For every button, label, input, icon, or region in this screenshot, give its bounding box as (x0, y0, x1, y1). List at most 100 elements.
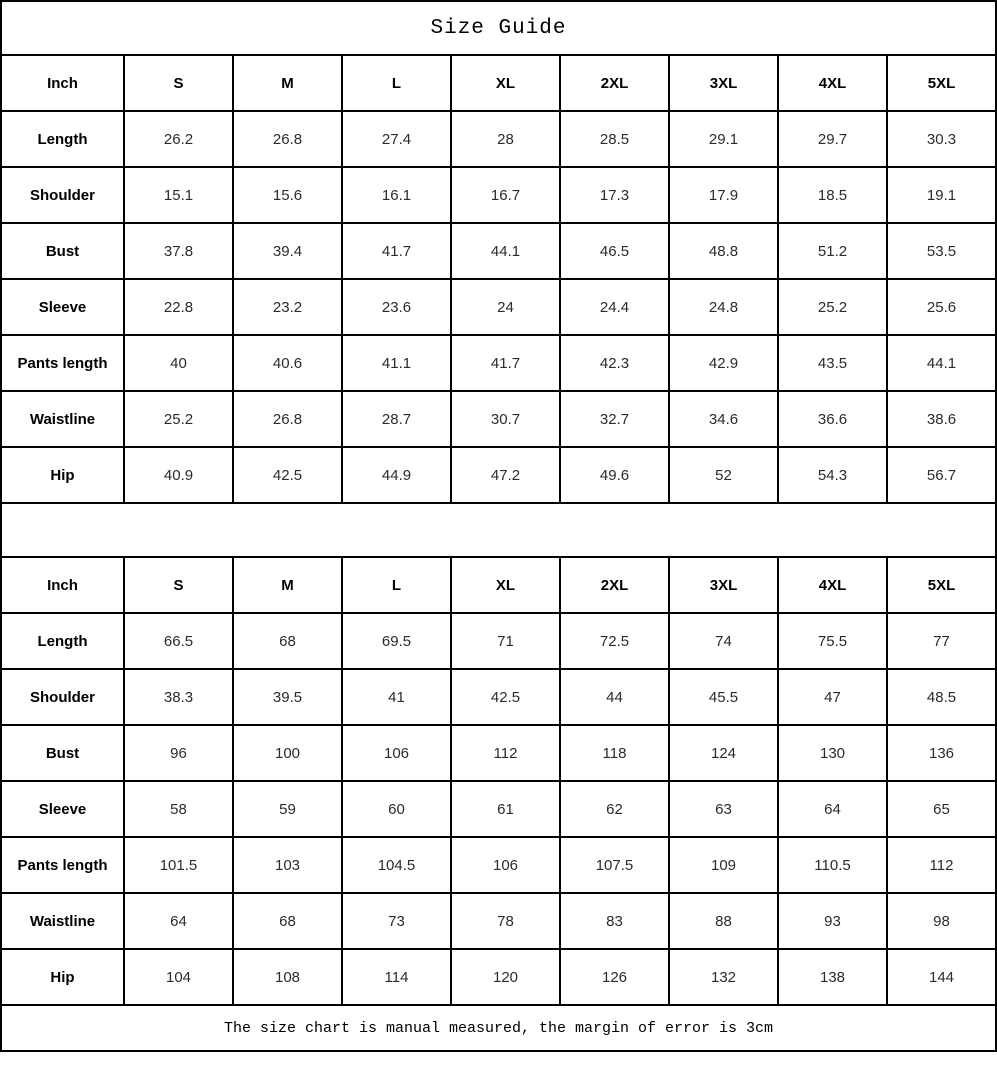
value-cell: 73 (341, 892, 452, 950)
value-cell: 53.5 (886, 222, 997, 280)
value-cell: 17.9 (668, 166, 779, 224)
value-cell: 93 (777, 892, 888, 950)
value-cell: 98 (886, 892, 997, 950)
table-row: Sleeve 22.8 23.2 23.6 24 24.4 24.8 25.2 25.6 (0, 278, 997, 336)
value-cell: 42.3 (559, 334, 670, 392)
spacer-section (0, 502, 997, 558)
value-cell: 88 (668, 892, 779, 950)
table-row: Hip 40.9 42.5 44.9 47.2 49.6 52 54.3 56.7 (0, 446, 997, 504)
value-cell: 41.7 (450, 334, 561, 392)
upper-size-table: Inch S M L XL 2XL 3XL 4XL 5XL Length 26.2 26.8 27.4 2… (0, 54, 997, 504)
value-cell: 30.7 (450, 390, 561, 448)
value-cell: 42.9 (668, 334, 779, 392)
value-cell: 58 (123, 780, 234, 838)
value-cell: 60 (341, 780, 452, 838)
value-cell: 25.2 (123, 390, 234, 448)
value-cell: 138 (777, 948, 888, 1006)
value-cell: 132 (668, 948, 779, 1006)
value-cell: 101.5 (123, 836, 234, 894)
value-cell: 47.2 (450, 446, 561, 504)
value-cell: 120 (450, 948, 561, 1006)
value-cell: 49.6 (559, 446, 670, 504)
unit-header-cell: Inch (0, 54, 125, 112)
value-cell: 17.3 (559, 166, 670, 224)
size-header-cell: XL (450, 556, 561, 614)
value-cell: 23.6 (341, 278, 452, 336)
value-cell: 16.7 (450, 166, 561, 224)
row-label: Sleeve (0, 780, 125, 838)
value-cell: 68 (232, 612, 343, 670)
row-label: Length (0, 612, 125, 670)
table-row: Shoulder 38.3 39.5 41 42.5 44 45.5 47 48.5 (0, 668, 997, 726)
table-row: Bust 96 100 106 112 118 124 130 136 (0, 724, 997, 782)
row-label: Hip (0, 446, 125, 504)
value-cell: 75.5 (777, 612, 888, 670)
value-cell: 110.5 (777, 836, 888, 894)
value-cell: 38.3 (123, 668, 234, 726)
value-cell: 47 (777, 668, 888, 726)
value-cell: 112 (886, 836, 997, 894)
size-header-cell: 4XL (777, 556, 888, 614)
spacer-row (0, 502, 997, 558)
value-cell: 106 (450, 836, 561, 894)
footer-section: The size chart is manual measured, the m… (0, 1004, 997, 1052)
value-cell: 126 (559, 948, 670, 1006)
value-cell: 118 (559, 724, 670, 782)
table-row: Shoulder 15.1 15.6 16.1 16.7 17.3 17.9 18.5 19.1 (0, 166, 997, 224)
value-cell: 68 (232, 892, 343, 950)
value-cell: 48.8 (668, 222, 779, 280)
table-row: Hip 104 108 114 120 126 132 138 144 (0, 948, 997, 1006)
value-cell: 51.2 (777, 222, 888, 280)
value-cell: 27.4 (341, 110, 452, 168)
value-cell: 43.5 (777, 334, 888, 392)
value-cell: 44.9 (341, 446, 452, 504)
value-cell: 52 (668, 446, 779, 504)
size-header-row: Inch S M L XL 2XL 3XL 4XL 5XL (0, 556, 997, 614)
unit-header-cell: Inch (0, 556, 125, 614)
value-cell: 24 (450, 278, 561, 336)
value-cell: 15.6 (232, 166, 343, 224)
title-row: Size Guide (0, 0, 997, 56)
value-cell: 108 (232, 948, 343, 1006)
row-label: Pants length (0, 836, 125, 894)
value-cell: 45.5 (668, 668, 779, 726)
table-spacer (0, 502, 997, 558)
value-cell: 100 (232, 724, 343, 782)
value-cell: 25.2 (777, 278, 888, 336)
value-cell: 23.2 (232, 278, 343, 336)
size-header-cell: L (341, 54, 452, 112)
value-cell: 40.9 (123, 446, 234, 504)
table-row: Pants length 40 40.6 41.1 41.7 42.3 42.9 43.5 44… (0, 334, 997, 392)
footer-row: The size chart is manual measured, the m… (0, 1004, 997, 1052)
lower-size-table: Inch S M L XL 2XL 3XL 4XL 5XL Length 66.5 68 69.5 71 7… (0, 556, 997, 1006)
value-cell: 29.1 (668, 110, 779, 168)
value-cell: 48.5 (886, 668, 997, 726)
value-cell: 32.7 (559, 390, 670, 448)
footer-note: The size chart is manual measured, the m… (0, 1004, 997, 1052)
value-cell: 19.1 (886, 166, 997, 224)
size-header-cell: L (341, 556, 452, 614)
row-label: Bust (0, 724, 125, 782)
value-cell: 124 (668, 724, 779, 782)
row-label: Shoulder (0, 166, 125, 224)
value-cell: 64 (777, 780, 888, 838)
value-cell: 71 (450, 612, 561, 670)
value-cell: 64 (123, 892, 234, 950)
value-cell: 104 (123, 948, 234, 1006)
value-cell: 107.5 (559, 836, 670, 894)
value-cell: 44.1 (886, 334, 997, 392)
value-cell: 69.5 (341, 612, 452, 670)
value-cell: 39.4 (232, 222, 343, 280)
size-header-cell: 4XL (777, 54, 888, 112)
value-cell: 41.7 (341, 222, 452, 280)
value-cell: 26.2 (123, 110, 234, 168)
table-row: Waistline 64 68 73 78 83 88 93 98 (0, 892, 997, 950)
row-label: Pants length (0, 334, 125, 392)
value-cell: 62 (559, 780, 670, 838)
size-header-cell: 2XL (559, 54, 670, 112)
value-cell: 29.7 (777, 110, 888, 168)
value-cell: 63 (668, 780, 779, 838)
title-section: Size Guide (0, 0, 997, 56)
row-label: Hip (0, 948, 125, 1006)
table-row: Length 66.5 68 69.5 71 72.5 74 75.5 77 (0, 612, 997, 670)
